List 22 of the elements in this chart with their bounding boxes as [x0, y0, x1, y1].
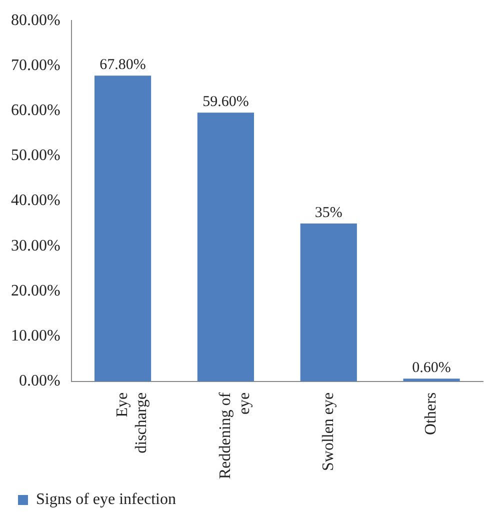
data-label: 35%: [314, 204, 342, 221]
y-tick-label: 50.00%: [11, 147, 60, 164]
y-tick-label: 40.00%: [11, 192, 60, 210]
data-label: 67.80%: [100, 57, 146, 74]
bar: [197, 112, 254, 382]
data-label: 0.60%: [412, 360, 451, 376]
data-label: 59.60%: [202, 94, 249, 110]
y-tick-label: 70.00%: [11, 56, 60, 74]
x-tick-label: Eye discharge: [114, 392, 150, 454]
x-tick-label: Reddening of eye: [216, 392, 254, 480]
bar: [300, 224, 357, 382]
y-tick-label: 60.00%: [11, 102, 60, 119]
bar: [403, 378, 460, 382]
x-tick-label: Others: [422, 392, 440, 436]
y-tick-label: 0.00%: [19, 372, 60, 390]
y-tick-label: 10.00%: [11, 327, 60, 344]
legend-label: Signs of eye infection: [36, 491, 176, 508]
bar: [94, 76, 152, 382]
y-tick-label: 20.00%: [11, 282, 60, 300]
x-tick-label: Swollen eye: [320, 392, 337, 472]
y-tick-label: 80.00%: [11, 12, 60, 29]
y-tick-label: 30.00%: [11, 237, 60, 254]
